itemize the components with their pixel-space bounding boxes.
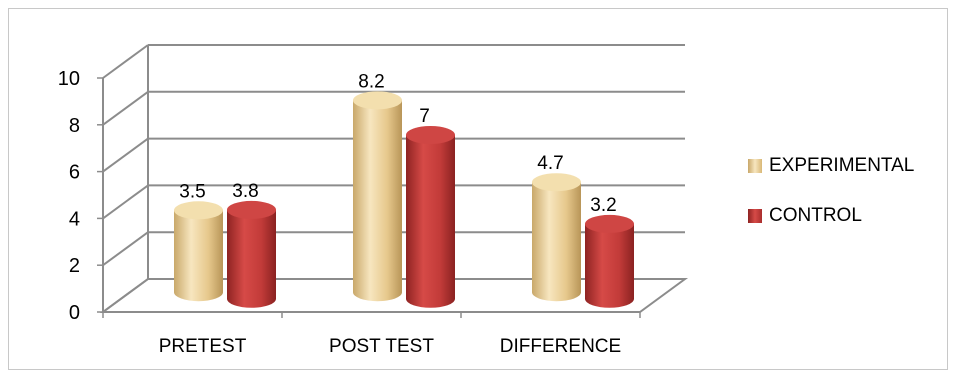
legend-swatch-experimental [748, 159, 762, 173]
legend-swatch-control [748, 209, 762, 223]
bar-body [353, 100, 402, 302]
chart-axes [97, 77, 641, 318]
data-label: 4.7 [537, 153, 563, 174]
legend-label: CONTROL [769, 205, 862, 226]
bar-body [174, 210, 223, 302]
y-tick-label: 2 [69, 255, 80, 277]
chart-frame [8, 8, 948, 370]
data-label: 3.2 [590, 195, 616, 216]
bar-body [532, 182, 581, 302]
gridline-side [102, 44, 149, 79]
chart-bars [174, 91, 634, 308]
y-tick-label: 10 [58, 68, 80, 90]
bar-experimental [174, 201, 223, 302]
bar-top [227, 200, 276, 219]
y-tick-label: 0 [69, 302, 80, 324]
bar-body [227, 209, 276, 308]
x-tick-label: POST TEST [329, 336, 434, 357]
gridline-side [102, 137, 149, 173]
bar-top [406, 126, 455, 144]
bar-top [174, 201, 223, 220]
legend-item-control: CONTROL [748, 202, 914, 230]
y-tick-label: 6 [69, 162, 80, 184]
legend-label: EXPERIMENTAL [769, 155, 915, 176]
x-tick-label: DIFFERENCE [500, 336, 621, 357]
x-tick-label: PRETEST [159, 336, 247, 357]
legend-item-experimental: EXPERIMENTAL [748, 152, 914, 180]
gridline-side [102, 184, 149, 220]
bar-body [406, 135, 455, 308]
bar-body [585, 223, 634, 308]
data-label: 3.8 [232, 181, 258, 202]
bar-top [585, 214, 634, 233]
y-tick-label: 4 [69, 208, 80, 230]
bar-control [585, 214, 634, 308]
data-label: 7 [419, 106, 430, 127]
gridline-side [102, 231, 149, 267]
bar-top [353, 91, 402, 110]
gridline-side [102, 90, 149, 126]
data-label: 3.5 [179, 181, 205, 202]
bar-control [406, 126, 455, 308]
bar-experimental [532, 173, 581, 302]
bar-experimental [353, 91, 402, 302]
y-tick-label: 8 [69, 115, 80, 137]
bar-control [227, 200, 276, 308]
chart-labels: 0 2 4 6 8 10 PRETEST POST TEST DIFFERENCE 3.5 3.8 8… [58, 68, 621, 357]
chart-legend: EXPERIMENTAL CONTROL [748, 152, 914, 252]
data-label: 8.2 [358, 71, 384, 92]
bar-top [532, 173, 581, 192]
